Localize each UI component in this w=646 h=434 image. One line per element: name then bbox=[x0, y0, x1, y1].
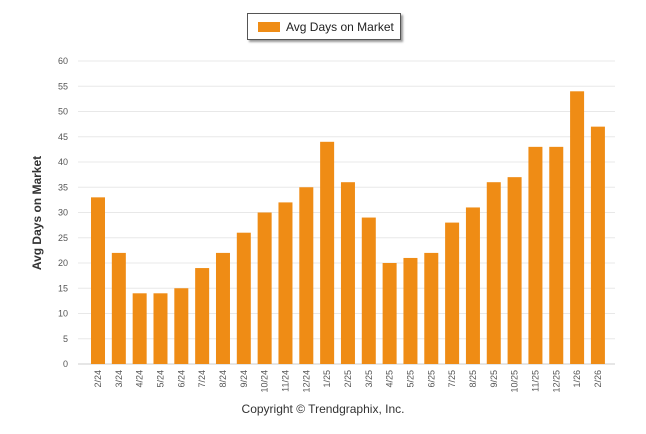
bar-8/24[interactable] bbox=[215, 252, 230, 364]
y-tick-label: 10 bbox=[58, 309, 68, 319]
y-tick-label: 60 bbox=[58, 56, 68, 66]
bar-8/25[interactable] bbox=[465, 207, 480, 364]
bar-5/24[interactable] bbox=[153, 293, 168, 364]
bar-4/25[interactable] bbox=[382, 263, 397, 364]
bar-7/25[interactable] bbox=[445, 222, 460, 364]
x-tick-label: 5/24 bbox=[155, 370, 165, 388]
x-tick-label: 9/25 bbox=[489, 370, 499, 388]
x-tick-label: 3/25 bbox=[364, 370, 374, 388]
y-tick-label: 50 bbox=[58, 107, 68, 117]
x-tick-label: 8/24 bbox=[218, 370, 228, 388]
x-tick-label: 12/25 bbox=[551, 370, 561, 393]
x-tick-label: 11/25 bbox=[530, 370, 540, 392]
bar-11/24[interactable] bbox=[278, 202, 293, 364]
x-tick-label: 2/25 bbox=[343, 370, 353, 388]
bar-2/24[interactable] bbox=[91, 197, 105, 364]
x-tick-label: 4/24 bbox=[135, 370, 145, 388]
bar-11/25[interactable] bbox=[528, 146, 543, 364]
x-tick-label: 9/24 bbox=[239, 370, 249, 388]
y-tick-label: 0 bbox=[63, 359, 68, 369]
legend-label: Avg Days on Market bbox=[286, 19, 394, 34]
y-axis-label: Avg Days on Market bbox=[30, 156, 44, 270]
bar-2/25[interactable] bbox=[340, 182, 355, 364]
x-tick-label: 4/25 bbox=[385, 370, 395, 388]
x-tick-label: 7/25 bbox=[447, 370, 457, 388]
legend[interactable]: Avg Days on Market bbox=[247, 13, 401, 40]
x-tick-label: 1/25 bbox=[322, 370, 332, 388]
bar-4/24[interactable] bbox=[132, 293, 147, 364]
x-tick-label: 8/25 bbox=[468, 370, 478, 388]
copyright: Copyright © Trendgraphix, Inc. bbox=[241, 402, 405, 416]
x-tick-label: 11/24 bbox=[280, 370, 290, 392]
bar-9/25[interactable] bbox=[486, 182, 501, 364]
y-tick-label: 30 bbox=[58, 208, 68, 218]
y-tick-label: 25 bbox=[58, 233, 68, 243]
x-tick-label: 2/24 bbox=[93, 370, 103, 388]
y-tick-label: 5 bbox=[63, 334, 68, 344]
x-tick-label: 10/24 bbox=[260, 370, 270, 393]
bar-12/25[interactable] bbox=[549, 146, 564, 364]
x-tick-label: 6/24 bbox=[176, 370, 186, 388]
bar-1/26[interactable] bbox=[570, 91, 585, 365]
x-tick-label: 1/26 bbox=[572, 370, 582, 388]
y-tick-label: 20 bbox=[58, 258, 68, 268]
y-tick-label: 35 bbox=[58, 182, 68, 192]
bar-7/24[interactable] bbox=[195, 268, 210, 364]
bar-10/25[interactable] bbox=[507, 177, 522, 364]
bar-5/25[interactable] bbox=[403, 257, 418, 364]
x-tick-label: 3/24 bbox=[114, 370, 124, 388]
legend-swatch bbox=[258, 21, 280, 32]
y-tick-label: 55 bbox=[58, 81, 68, 91]
bar-9/24[interactable] bbox=[236, 232, 251, 364]
bar-1/25[interactable] bbox=[320, 141, 335, 364]
bar-6/25[interactable] bbox=[424, 252, 439, 364]
x-tick-label: 7/24 bbox=[197, 370, 207, 388]
x-tick-label: 12/24 bbox=[301, 370, 311, 393]
bar-10/24[interactable] bbox=[257, 212, 272, 365]
y-tick-label: 15 bbox=[58, 283, 68, 293]
x-tick-label: 10/25 bbox=[510, 370, 520, 393]
bar-3/25[interactable] bbox=[361, 217, 376, 364]
y-tick-label: 40 bbox=[58, 157, 68, 167]
x-tick-label: 6/25 bbox=[426, 370, 436, 388]
bar-6/24[interactable] bbox=[174, 288, 189, 364]
x-tick-label: 5/25 bbox=[405, 370, 415, 388]
x-tick-label: 2/26 bbox=[593, 370, 603, 388]
bar-3/24[interactable] bbox=[111, 252, 126, 364]
bar-12/24[interactable] bbox=[299, 187, 314, 364]
bar-2/26[interactable] bbox=[590, 126, 605, 365]
y-tick-label: 45 bbox=[58, 132, 68, 142]
